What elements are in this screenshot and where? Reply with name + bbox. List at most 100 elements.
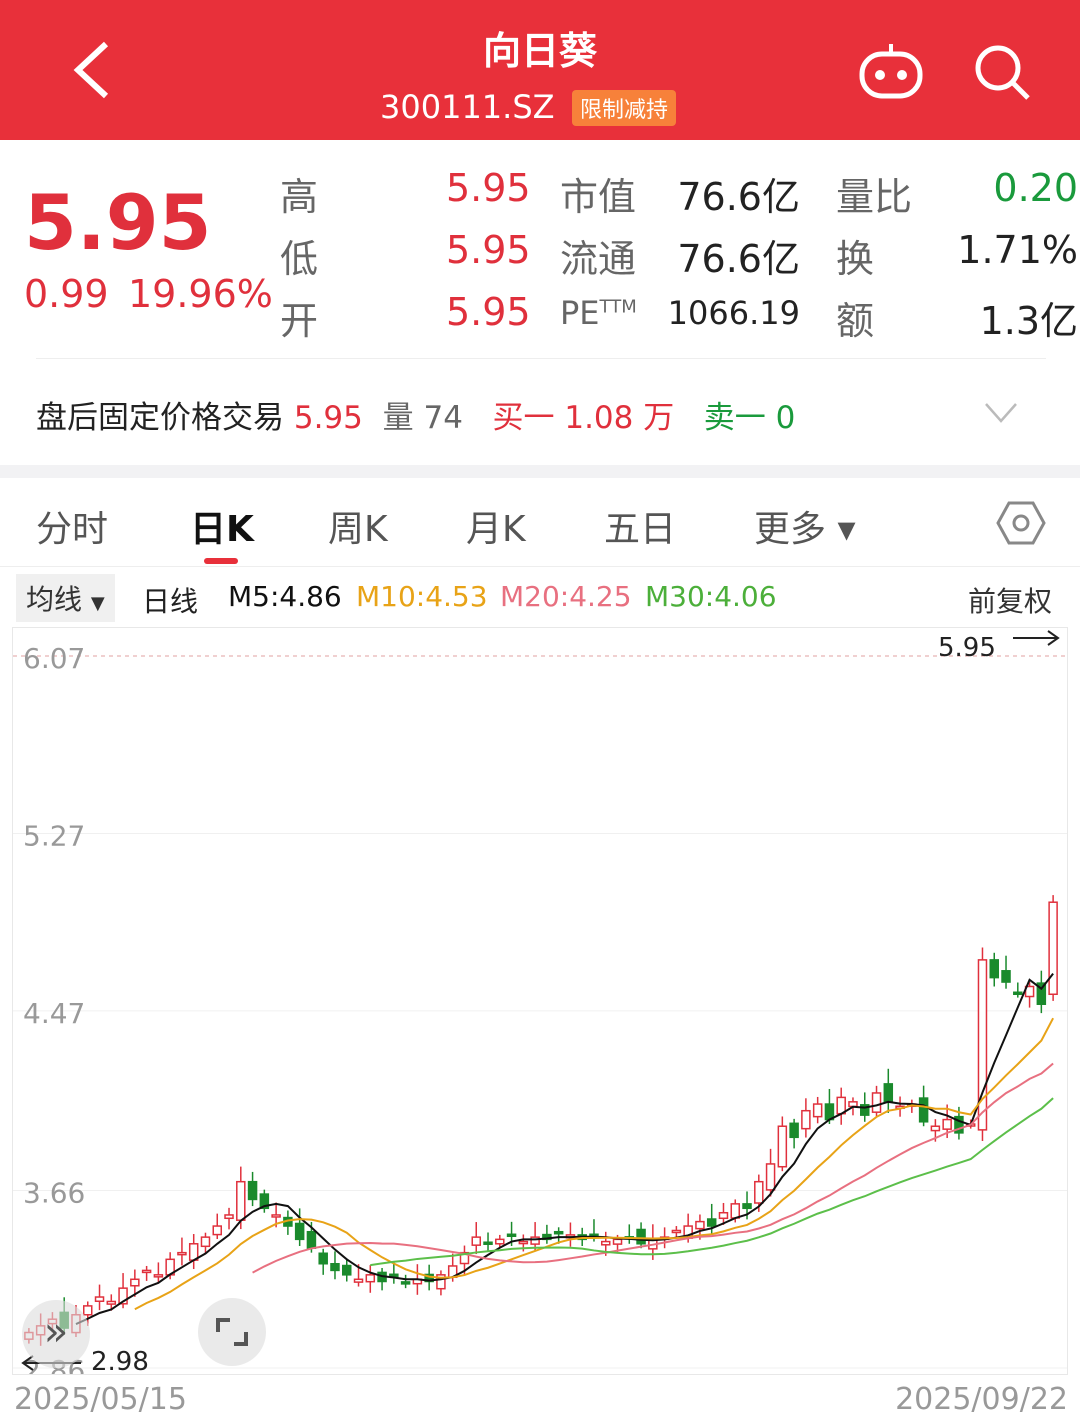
- candle-body: [695, 1220, 705, 1230]
- candle-body: [224, 1214, 234, 1220]
- candle-body: [1001, 970, 1011, 983]
- ma10-line: [134, 1017, 1054, 1311]
- after-hours-bar[interactable]: 盘后固定价格交易 5.95 量 74 买一 1.08 万 卖一 0: [36, 392, 795, 437]
- after-hours-price: 5.95: [293, 400, 363, 436]
- candle-body: [930, 1125, 941, 1132]
- search-icon[interactable]: [972, 42, 1032, 102]
- quote-label: 开: [280, 299, 319, 343]
- candle-body: [730, 1203, 740, 1219]
- ma30-line: [370, 1097, 1054, 1267]
- quote-label: 量比: [836, 175, 913, 219]
- stock-name: 向日葵: [482, 29, 597, 73]
- adjust-toggle[interactable]: 前复权: [968, 585, 1053, 618]
- fullscreen-button[interactable]: [198, 1298, 266, 1366]
- candle-body: [789, 1122, 799, 1139]
- quote-value: 5.95: [446, 290, 531, 334]
- header: 向日葵 300111.SZ 限制减持: [0, 0, 1080, 140]
- double-chevron-right-icon[interactable]: »: [22, 1300, 90, 1368]
- chevron-left-icon[interactable]: [70, 40, 114, 100]
- buy-label: 买一: [492, 400, 555, 436]
- candle-body: [483, 1241, 493, 1245]
- candle-body: [871, 1092, 882, 1113]
- candle-body: [860, 1104, 870, 1116]
- candle-body: [1036, 982, 1047, 1005]
- quote-label: 额: [836, 299, 875, 343]
- buy-value: 1.08 万: [564, 400, 675, 436]
- candle-body: [400, 1281, 411, 1285]
- tab-1[interactable]: 日K: [190, 509, 254, 550]
- quote-label: 低: [280, 237, 319, 281]
- quote-label-text: 流通: [560, 237, 637, 281]
- candle-body: [495, 1238, 505, 1245]
- after-hours-label: 盘后固定价格交易: [36, 400, 284, 436]
- quote-label: 换: [836, 237, 875, 281]
- volume-value: 74: [423, 400, 463, 436]
- last-price: 5.95: [24, 178, 212, 267]
- candle-body: [706, 1218, 717, 1227]
- candle-body: [259, 1193, 270, 1210]
- ma20-line: [252, 1062, 1054, 1274]
- tab-5[interactable]: 更多 ▾: [754, 509, 856, 550]
- ma30-value: M30:4.06: [645, 580, 777, 613]
- ma-selector-dropdown[interactable]: 均线 ▼: [16, 574, 115, 622]
- candle-body: [777, 1125, 788, 1168]
- quote-value: 0.20: [993, 166, 1078, 210]
- settings-hexagon-icon[interactable]: [996, 500, 1046, 546]
- tab-3[interactable]: 月K: [466, 509, 526, 550]
- ma10-value: M10:4.53: [356, 580, 488, 613]
- candle-body: [294, 1222, 305, 1241]
- ma5-value: M5:4.86: [228, 580, 342, 613]
- divider: [0, 566, 1080, 567]
- active-tab-indicator: [204, 558, 238, 564]
- quote-label-text: PE: [560, 294, 600, 332]
- candle-body: [177, 1251, 187, 1256]
- y-tick-label: 6.07: [23, 642, 85, 675]
- candle-body: [247, 1180, 258, 1201]
- candle-body: [130, 1278, 140, 1287]
- tab-2[interactable]: 周K: [328, 509, 388, 550]
- chevron-down-icon[interactable]: [984, 402, 1018, 424]
- quote-value: 1066.19: [667, 294, 800, 332]
- quote-value: 1.71%: [957, 228, 1078, 272]
- quote-value: 5.95: [446, 228, 531, 272]
- candle-body: [671, 1229, 682, 1234]
- candle-body: [212, 1225, 222, 1236]
- arrow-right-icon: [1013, 630, 1060, 646]
- quote-value: 5.95: [446, 166, 531, 210]
- candle-body: [318, 1252, 328, 1265]
- tab-4[interactable]: 五日: [604, 509, 677, 550]
- section-separator: [0, 465, 1080, 478]
- ma20-value: M20:4.25: [500, 580, 632, 613]
- tab-0[interactable]: 分时: [36, 509, 109, 550]
- volume-label: 量: [382, 400, 414, 436]
- candle-body: [506, 1233, 517, 1238]
- candle-body: [954, 1115, 964, 1134]
- quote-value: 76.6亿: [677, 237, 800, 281]
- candle-body: [812, 1103, 823, 1118]
- robot-icon[interactable]: [858, 42, 924, 100]
- candle-body: [989, 959, 999, 979]
- candle-body: [601, 1240, 611, 1246]
- candle-body: [436, 1274, 446, 1290]
- candle-body: [236, 1180, 246, 1221]
- candle-body: [918, 1097, 929, 1123]
- candlestick-chart[interactable]: 6.075.274.473.662.865.952.98: [12, 627, 1068, 1375]
- candle-body: [200, 1236, 211, 1248]
- candle-body: [718, 1211, 729, 1220]
- candle-body: [118, 1287, 128, 1305]
- candle-body: [353, 1278, 364, 1283]
- ma-selector-label: 均线: [26, 583, 83, 616]
- candle-body: [459, 1251, 470, 1265]
- quote-value: 1.3亿: [979, 299, 1078, 343]
- stock-code: 300111.SZ: [380, 88, 555, 126]
- divider: [36, 358, 1046, 359]
- quote-label: PETTM: [560, 294, 637, 332]
- candle-body: [1013, 991, 1023, 996]
- candle-body: [342, 1264, 352, 1276]
- sell-label: 卖一: [703, 400, 766, 436]
- candle-body: [106, 1300, 117, 1305]
- candle-body: [471, 1236, 481, 1246]
- candle-body: [765, 1163, 776, 1191]
- quote-value: 76.6亿: [677, 175, 800, 219]
- start-date: 2025/05/15: [14, 1382, 187, 1417]
